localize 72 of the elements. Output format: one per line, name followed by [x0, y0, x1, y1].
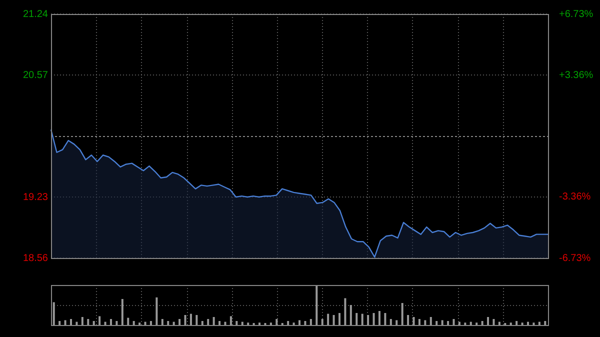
bar — [236, 321, 238, 325]
bar — [310, 319, 312, 325]
bar — [76, 322, 78, 325]
bar — [212, 317, 215, 325]
y2-tick-label: +3.36% — [559, 70, 594, 81]
bar — [167, 321, 170, 325]
bar — [121, 299, 124, 325]
bar — [58, 321, 61, 325]
bar — [492, 319, 495, 325]
y-tick-label: 20.57 — [22, 70, 48, 81]
y-tick-label: 19.23 — [22, 192, 48, 203]
bar — [287, 321, 290, 325]
bar — [224, 322, 226, 325]
y2-tick-label: +6.73% — [559, 8, 594, 20]
bar — [116, 321, 118, 325]
bar — [372, 313, 375, 325]
bar — [412, 317, 415, 325]
bar — [441, 320, 444, 325]
bar — [132, 321, 135, 325]
bar — [52, 302, 55, 325]
bar — [70, 319, 72, 325]
bar — [321, 319, 324, 325]
y-tick-label: 21.24 — [22, 8, 48, 20]
y2-tick-label: -3.36% — [559, 192, 591, 203]
bar — [230, 316, 232, 325]
bar — [470, 322, 472, 325]
bar — [327, 314, 330, 325]
bar — [430, 317, 432, 325]
bar — [424, 320, 426, 325]
bar — [156, 297, 158, 325]
bar — [544, 321, 546, 325]
bar — [344, 298, 346, 325]
bar — [418, 319, 420, 325]
bar — [316, 285, 318, 325]
bar — [201, 321, 204, 325]
y2-tick-label: -6.73% — [559, 252, 591, 264]
bar — [144, 322, 146, 325]
bar — [81, 317, 84, 325]
bar — [92, 321, 95, 325]
bar — [276, 319, 278, 325]
bar — [527, 322, 530, 325]
bar — [481, 321, 484, 325]
bar — [161, 319, 164, 325]
bar — [104, 322, 106, 325]
bar — [401, 303, 404, 325]
bar — [64, 320, 66, 325]
bar — [338, 313, 340, 325]
bar — [332, 315, 335, 325]
bar — [452, 319, 455, 325]
bar — [218, 321, 221, 325]
bar — [207, 319, 210, 325]
bar — [396, 320, 398, 325]
bar — [350, 305, 352, 325]
bar — [241, 322, 244, 325]
bar — [538, 322, 540, 325]
bar — [516, 321, 518, 325]
bar — [190, 314, 192, 325]
bar — [436, 321, 438, 325]
bar — [172, 322, 175, 325]
bar — [127, 318, 130, 325]
bar — [298, 320, 300, 325]
bar — [367, 315, 370, 325]
y-tick-label: 18.56 — [22, 252, 48, 264]
bar — [407, 315, 410, 325]
bar — [458, 322, 460, 325]
bar — [384, 313, 386, 325]
bar — [447, 321, 450, 325]
bar — [110, 319, 112, 325]
bar — [178, 319, 181, 325]
bar — [356, 313, 358, 325]
bar — [361, 314, 364, 325]
bar — [150, 321, 152, 325]
